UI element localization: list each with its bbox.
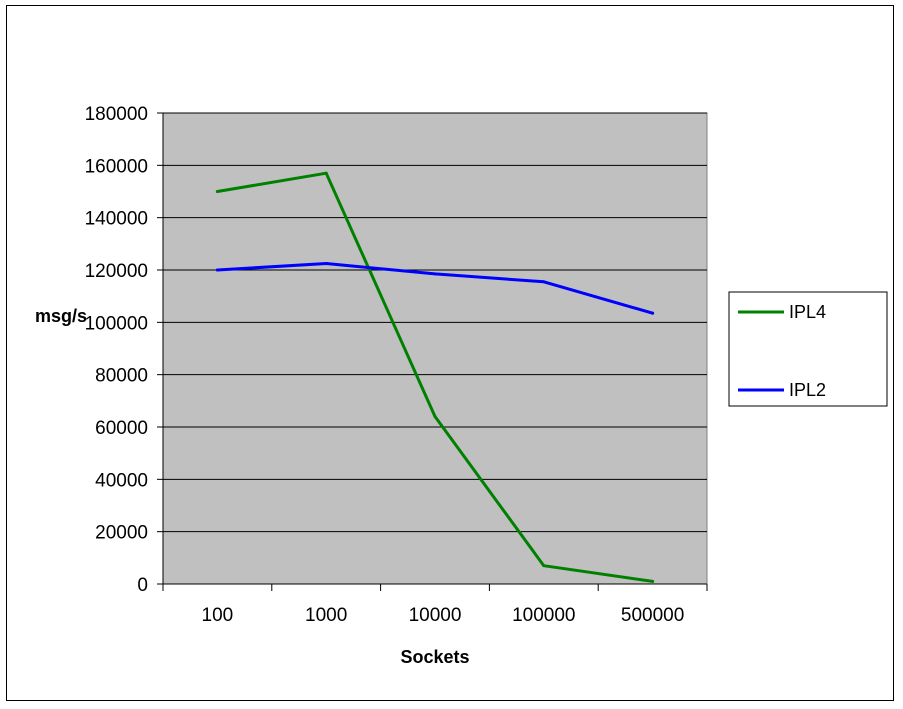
y-tick-label: 160000 [85,156,148,177]
x-axis-ticks: 100 1000 10000 100000 500000 [162,584,708,626]
data-point-ipl4 [651,579,655,583]
series-lines [215,171,655,583]
data-point-ipl2 [324,261,328,265]
legend-label-ipl4: IPL4 [789,302,826,322]
data-point-ipl2 [215,268,219,272]
data-point-ipl4 [433,415,437,419]
x-tick-label: 1000 [305,605,347,626]
y-tick-label: 0 [137,575,148,596]
data-point-ipl2 [542,280,546,284]
y-tick-label: 60000 [95,418,148,439]
data-point-ipl4 [324,171,328,175]
x-axis-title: Sockets [400,647,469,667]
x-tick-label: 500000 [621,605,684,626]
y-tick-label: 180000 [85,104,148,125]
y-axis-title: msg/s [35,306,87,326]
data-point-ipl4 [215,190,219,193]
y-tick-label: 80000 [95,366,148,387]
plot-area [162,112,708,585]
y-axis-ticks: 0 20000 40000 60000 80000 100000 120000 140000 1… [85,104,163,596]
y-tick-label: 100000 [85,313,148,334]
x-tick-label: 10000 [409,605,462,626]
y-tick-label: 20000 [95,523,148,544]
y-tick-label: 120000 [85,261,148,282]
legend: IPL4 IPL2 [728,291,888,407]
y-tick-label: 140000 [85,209,148,230]
data-point-ipl2 [651,311,655,315]
gridlines [163,112,707,533]
x-tick-label: 100000 [512,605,575,626]
data-point-ipl2 [433,272,437,276]
legend-label-ipl2: IPL2 [789,380,826,400]
data-point-ipl4 [542,564,546,568]
y-tick-label: 40000 [95,470,148,491]
x-tick-label: 100 [202,605,234,626]
